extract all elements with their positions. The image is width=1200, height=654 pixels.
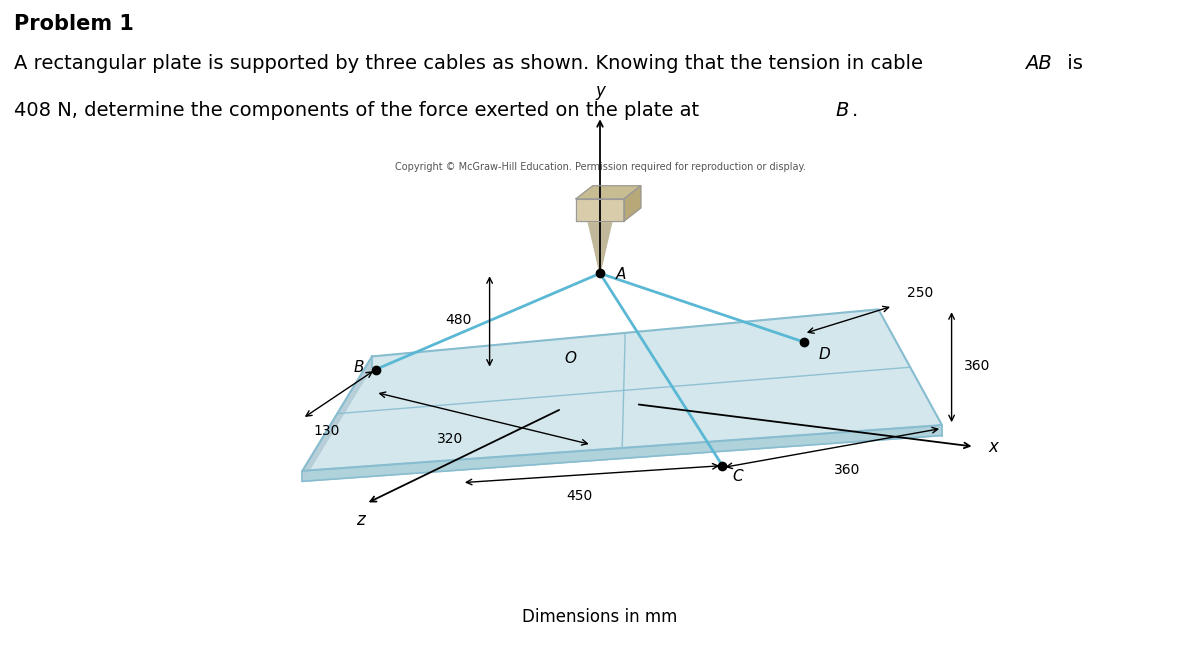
Text: x: x	[989, 438, 998, 456]
Text: B: B	[353, 360, 364, 375]
Text: .: .	[852, 101, 858, 120]
Text: 250: 250	[907, 286, 934, 300]
Text: A rectangular plate is supported by three cables as shown. Knowing that the tens: A rectangular plate is supported by thre…	[14, 54, 930, 73]
Text: C: C	[732, 469, 743, 484]
Polygon shape	[302, 356, 372, 481]
Polygon shape	[624, 186, 641, 221]
Text: 130: 130	[313, 424, 340, 438]
Polygon shape	[576, 199, 624, 221]
Text: O: O	[564, 351, 576, 366]
Text: 450: 450	[566, 489, 593, 503]
Polygon shape	[588, 221, 612, 273]
Text: 360: 360	[964, 359, 990, 373]
Text: z: z	[355, 511, 365, 530]
Text: 360: 360	[834, 463, 860, 477]
Text: B: B	[835, 101, 848, 120]
Text: 480: 480	[445, 313, 472, 328]
Text: D: D	[818, 347, 830, 362]
Text: AB: AB	[1025, 54, 1051, 73]
Polygon shape	[576, 186, 641, 199]
Polygon shape	[302, 309, 942, 471]
Text: is: is	[1061, 54, 1082, 73]
Polygon shape	[302, 425, 942, 481]
Text: y: y	[595, 82, 605, 100]
Text: Copyright © McGraw-Hill Education. Permission required for reproduction or displ: Copyright © McGraw-Hill Education. Permi…	[395, 162, 805, 172]
Text: A: A	[616, 267, 626, 282]
Text: Dimensions in mm: Dimensions in mm	[522, 608, 678, 627]
Text: 320: 320	[437, 432, 463, 445]
Text: 408 N, determine the components of the force exerted on the plate at: 408 N, determine the components of the f…	[14, 101, 706, 120]
Text: Problem 1: Problem 1	[14, 14, 134, 35]
